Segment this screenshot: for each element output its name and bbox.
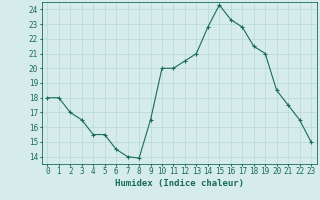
X-axis label: Humidex (Indice chaleur): Humidex (Indice chaleur) (115, 179, 244, 188)
